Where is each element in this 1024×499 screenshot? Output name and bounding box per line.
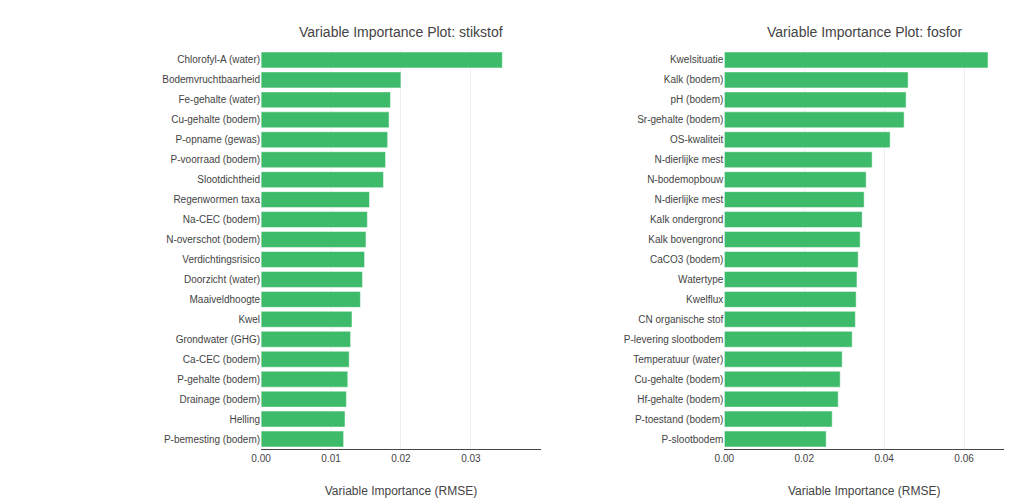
svg-text:Variable Importance (RMSE): Variable Importance (RMSE) — [325, 484, 478, 498]
svg-text:Doorzicht (water): Doorzicht (water) — [184, 274, 260, 285]
svg-text:0.02: 0.02 — [794, 453, 814, 464]
svg-text:0.01: 0.01 — [321, 453, 341, 464]
svg-text:Kalk bovengrond: Kalk bovengrond — [648, 234, 723, 245]
svg-text:P-gehalte (bodem): P-gehalte (bodem) — [177, 374, 260, 385]
svg-text:P-levering slootbodem: P-levering slootbodem — [624, 334, 724, 345]
svg-text:N-dierlijke mest: N-dierlijke mest — [654, 154, 723, 165]
svg-text:0.02: 0.02 — [391, 453, 411, 464]
svg-text:N-dierlijke mest: N-dierlijke mest — [654, 194, 723, 205]
svg-text:P-toestand (bodem): P-toestand (bodem) — [635, 414, 723, 425]
svg-text:Cu-gehalte (bodem): Cu-gehalte (bodem) — [634, 374, 723, 385]
svg-text:P-opname (gewas): P-opname (gewas) — [176, 134, 260, 145]
svg-text:Cu-gehalte (bodem): Cu-gehalte (bodem) — [171, 114, 260, 125]
svg-text:Na-CEC (bodem): Na-CEC (bodem) — [183, 214, 260, 225]
svg-text:P-bemesting (bodem): P-bemesting (bodem) — [164, 434, 260, 445]
svg-text:Kalk ondergrond: Kalk ondergrond — [650, 214, 723, 225]
svg-text:Fe-gehalte (water): Fe-gehalte (water) — [178, 94, 260, 105]
svg-text:Maaiveldhoogte: Maaiveldhoogte — [189, 294, 260, 305]
svg-text:P-voorraad (bodem): P-voorraad (bodem) — [171, 154, 260, 165]
svg-text:Sr-gehalte (bodem): Sr-gehalte (bodem) — [637, 114, 723, 125]
svg-text:Ca-CEC (bodem): Ca-CEC (bodem) — [183, 354, 260, 365]
svg-text:pH (bodem): pH (bodem) — [671, 94, 724, 105]
svg-text:N-overschot (bodem): N-overschot (bodem) — [166, 234, 260, 245]
svg-text:Drainage (bodem): Drainage (bodem) — [179, 394, 260, 405]
svg-text:Kwelflux: Kwelflux — [686, 294, 723, 305]
svg-text:Kwelsituatie: Kwelsituatie — [670, 54, 724, 65]
svg-text:Grondwater (GHG): Grondwater (GHG) — [176, 334, 260, 345]
svg-text:0.00: 0.00 — [251, 453, 271, 464]
svg-text:CN organische stof: CN organische stof — [638, 314, 723, 325]
svg-text:0.03: 0.03 — [461, 453, 481, 464]
svg-text:N-bodemopbouw: N-bodemopbouw — [647, 174, 724, 185]
svg-text:Temperatuur (water): Temperatuur (water) — [633, 354, 723, 365]
svg-text:Variable Importance Plot: fosf: Variable Importance Plot: fosfor — [767, 24, 962, 40]
svg-text:0.04: 0.04 — [874, 453, 894, 464]
svg-text:Verdichtingsrisico: Verdichtingsrisico — [182, 254, 260, 265]
svg-text:Slootdichtheid: Slootdichtheid — [197, 174, 260, 185]
svg-text:0.06: 0.06 — [954, 453, 974, 464]
svg-text:CaCO3 (bodem): CaCO3 (bodem) — [650, 254, 723, 265]
svg-text:Variable Importance Plot: stik: Variable Importance Plot: stikstof — [299, 24, 503, 40]
svg-text:Chlorofyl-A (water): Chlorofyl-A (water) — [177, 54, 260, 65]
svg-text:0.00: 0.00 — [715, 453, 735, 464]
svg-text:Kalk (bodem): Kalk (bodem) — [664, 74, 723, 85]
svg-text:Watertype: Watertype — [678, 274, 724, 285]
svg-text:P-slootbodem: P-slootbodem — [662, 434, 724, 445]
svg-text:OS-kwaliteit: OS-kwaliteit — [670, 134, 724, 145]
svg-text:Regenwormen taxa: Regenwormen taxa — [173, 194, 260, 205]
svg-text:Variable Importance (RMSE): Variable Importance (RMSE) — [788, 484, 941, 498]
svg-text:Helling: Helling — [230, 414, 261, 425]
svg-text:Hf-gehalte (bodem): Hf-gehalte (bodem) — [637, 394, 723, 405]
svg-text:Kwel: Kwel — [238, 314, 260, 325]
svg-text:Bodemvruchtbaarheid: Bodemvruchtbaarheid — [162, 74, 260, 85]
